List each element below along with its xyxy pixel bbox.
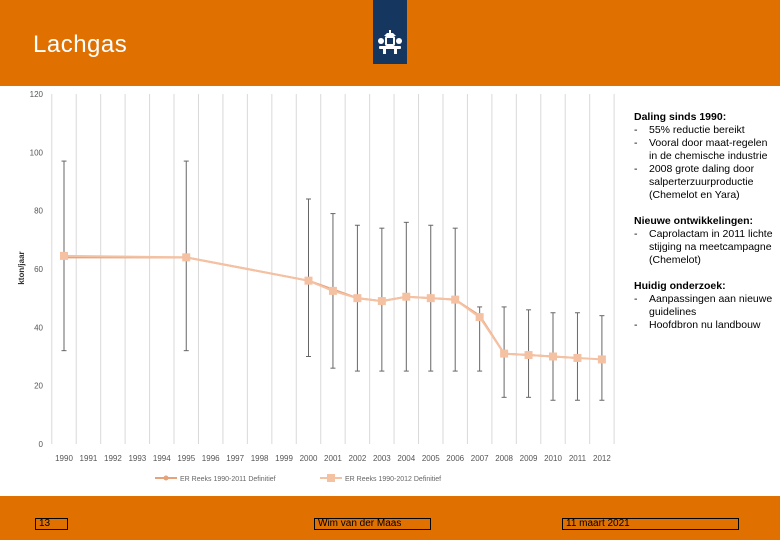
x-tick-label: 1991 bbox=[80, 454, 98, 463]
x-tick-label: 1997 bbox=[226, 454, 244, 463]
page-number: 13 bbox=[35, 518, 68, 530]
data-point-series-2 bbox=[573, 353, 582, 362]
x-tick-label: 2000 bbox=[300, 454, 318, 463]
y-tick-label: 120 bbox=[30, 90, 44, 99]
note-item: - Hoofdbron nu landbouw bbox=[634, 319, 761, 331]
data-point-series-2 bbox=[500, 349, 509, 358]
data-point-series-2 bbox=[524, 351, 533, 360]
x-tick-label: 1998 bbox=[251, 454, 269, 463]
footer-date: 11 maart 2021 bbox=[562, 518, 739, 530]
legend-label-series-1: ER Reeks 1990-2011 Definitief bbox=[180, 476, 276, 483]
footer-author: Wim van der Maas bbox=[314, 518, 431, 530]
note-heading: Huidig onderzoek: bbox=[634, 280, 726, 292]
x-tick-label: 2001 bbox=[324, 454, 342, 463]
slide-content: 0 20 40 60 80 100 120 1990 1991 1992 1993 1994 1995… bbox=[0, 86, 780, 496]
x-tick-label: 2010 bbox=[544, 454, 562, 463]
x-tick-label: 1996 bbox=[202, 454, 220, 463]
x-tick-label: 1995 bbox=[177, 454, 195, 463]
x-tick-label: 2008 bbox=[495, 454, 513, 463]
emissions-chart: 0 20 40 60 80 100 120 1990 1991 1992 1993 1994 1995… bbox=[17, 90, 615, 483]
note-item: - Caprolactam in 2011 lichte stijging na … bbox=[634, 228, 773, 266]
y-tick-label: 40 bbox=[34, 323, 43, 332]
note-heading: Nieuwe ontwikkelingen: bbox=[634, 215, 754, 227]
legend-marker-series-1 bbox=[163, 475, 169, 481]
note-item: -55% reductie bereikt bbox=[634, 124, 745, 136]
x-tick-label: 2007 bbox=[471, 454, 489, 463]
data-point-series-2 bbox=[549, 352, 557, 361]
x-tick-label: 2003 bbox=[373, 454, 391, 463]
x-tick-label: 2009 bbox=[520, 454, 538, 463]
y-tick-label: 100 bbox=[30, 148, 44, 157]
rijksoverheid-logo bbox=[373, 0, 407, 64]
crest-icon bbox=[378, 30, 402, 54]
data-point-series-2 bbox=[304, 276, 313, 285]
y-tick-label: 60 bbox=[34, 265, 43, 274]
data-point-series-2 bbox=[60, 251, 68, 260]
y-axis-label: kton/jaar bbox=[17, 251, 26, 284]
data-point-series-2 bbox=[451, 295, 460, 304]
note-item: -2008 grote daling door salperterzuurpro… bbox=[634, 163, 755, 201]
note-heading: Daling sinds 1990: bbox=[634, 111, 727, 123]
chart-legend: ER Reeks 1990-2011 Definitief ER Reeks 1… bbox=[155, 474, 441, 483]
x-tick-label: 1999 bbox=[275, 454, 293, 463]
slide-header: Lachgas bbox=[0, 0, 780, 86]
slide-title: Lachgas bbox=[33, 31, 128, 58]
note-item: - Aanpassingen aan nieuwe guidelines bbox=[634, 293, 773, 318]
note-block-developments: Nieuwe ontwikkelingen: - Caprolactam in 2… bbox=[634, 215, 774, 267]
x-tick-label: 2002 bbox=[349, 454, 367, 463]
legend-label-series-2: ER Reeks 1990-2012 Definitief bbox=[345, 476, 441, 483]
x-tick-label: 1993 bbox=[128, 454, 146, 463]
data-point-series-2 bbox=[402, 292, 411, 301]
data-point-series-2 bbox=[353, 294, 362, 303]
slide-footer: 13 Wim van der Maas 11 maart 2021 bbox=[0, 496, 780, 540]
y-tick-label: 20 bbox=[34, 382, 43, 391]
notes-panel: Daling sinds 1990: -55% reductie bereikt… bbox=[634, 111, 774, 345]
x-tick-label: 2006 bbox=[446, 454, 464, 463]
y-tick-label: 80 bbox=[34, 207, 43, 216]
data-point-series-2 bbox=[328, 286, 337, 295]
x-tick-label: 2005 bbox=[422, 454, 440, 463]
x-tick-label: 1992 bbox=[104, 454, 122, 463]
y-tick-label: 0 bbox=[39, 440, 44, 449]
data-point-series-2 bbox=[426, 294, 435, 303]
data-point-series-2 bbox=[475, 313, 484, 322]
x-tick-label: 2011 bbox=[569, 454, 587, 463]
data-point-series-2 bbox=[597, 355, 606, 364]
note-block-decline: Daling sinds 1990: -55% reductie bereikt… bbox=[634, 111, 774, 202]
data-point-series-2 bbox=[377, 297, 386, 306]
data-point-series-2 bbox=[182, 253, 191, 262]
note-item: - Vooral door maat-regelen in de chemisch… bbox=[634, 137, 768, 162]
x-tick-label: 2004 bbox=[397, 454, 415, 463]
note-block-research: Huidig onderzoek: - Aanpassingen aan nieu… bbox=[634, 280, 774, 332]
x-tick-label: 1990 bbox=[55, 454, 73, 463]
x-tick-label: 1994 bbox=[153, 454, 171, 463]
x-tick-label: 2012 bbox=[593, 454, 611, 463]
legend-marker-series-2 bbox=[327, 474, 335, 482]
